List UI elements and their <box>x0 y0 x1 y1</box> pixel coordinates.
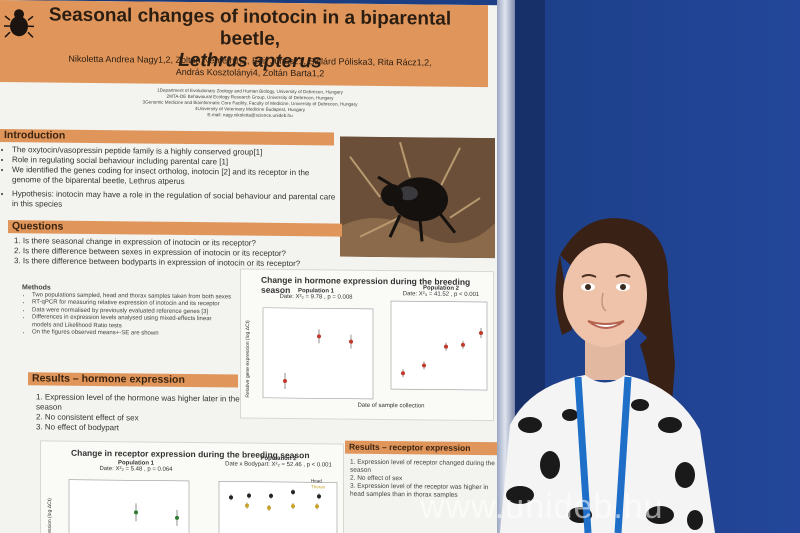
results-hormone-list: 1. Expression level of the hormone was h… <box>36 392 241 434</box>
hormone-pop1-point-1 <box>283 378 287 383</box>
receptor-pop1-point-2 <box>175 515 179 520</box>
receptor-pop1-stat: Date: X²₂ = 5.48 , p = 0.064 <box>99 466 173 473</box>
hormone-pop2-plot-area <box>390 300 488 391</box>
hormone-pop1-point-2 <box>317 334 321 339</box>
poster-title-banner: Seasonal changes of inotocin in a bipare… <box>0 0 488 88</box>
results-receptor-heading: Results – receptor expression <box>345 440 500 456</box>
beetle-photo <box>340 136 495 259</box>
receptor-pop2-header: Population 2 Date x Bodypart: X²₂ = 52.4… <box>216 455 341 469</box>
receptor-legend-head: Head <box>311 478 322 483</box>
results-hormone-heading: Results – hormone expression <box>28 372 238 388</box>
receptor-pop1-plot-area <box>68 479 190 533</box>
intro-item-4: Hypothesis: inotocin may have a role in … <box>12 189 338 212</box>
receptor-pop1-header: Population 1 Date: X²₂ = 5.48 , p = 0.06… <box>81 460 191 473</box>
hormone-pop2-point-1 <box>401 371 405 376</box>
hormone-pop2-point-5 <box>479 331 483 336</box>
results-hormone-3: 3. No effect of bodypart <box>36 422 120 433</box>
receptor-legend-thorax: Thorax <box>311 484 326 489</box>
affiliations: 1Department of Evolutionary Zoology and … <box>110 87 390 120</box>
results-hormone-1: 1. Expression level of the hormone was h… <box>36 392 240 412</box>
hormone-pop2-point-4 <box>461 342 465 347</box>
receptor-pop2-stat: Date x Bodypart: X²₂ = 52.46 , p < 0.001 <box>225 461 332 469</box>
receptor-pop2-head-3 <box>269 493 273 498</box>
results-receptor-1: 1. Expression level of receptor changed … <box>350 458 495 474</box>
receptor-pop2-thorax-4 <box>315 504 319 509</box>
receptor-pop2-thorax-2 <box>267 505 271 510</box>
scientific-poster: Seasonal changes of inotocin in a bipare… <box>0 0 500 533</box>
receptor-pop2-head-2 <box>247 493 251 498</box>
hormone-chart-panel: Change in hormone expression during the … <box>240 268 494 422</box>
hormone-pop1-plot-area <box>262 307 374 400</box>
receptor-pop2-head-4 <box>291 490 295 495</box>
hormone-xlabel: Date of sample collection <box>357 402 425 410</box>
hormone-pop1-point-3 <box>349 339 353 344</box>
questions-heading: Questions <box>8 220 342 237</box>
beetle-logo-icon <box>4 9 34 38</box>
receptor-pop2-head-5 <box>317 494 321 499</box>
presenter-person <box>500 218 715 533</box>
watermark-text: www.unideb.hu <box>420 488 664 526</box>
receptor-pop2-thorax-1 <box>245 503 249 508</box>
hormone-pop2-point-3 <box>444 344 448 349</box>
questions-list: 1. Is there seasonal change in expressio… <box>14 236 344 269</box>
hormone-pop2-point-2 <box>422 363 426 368</box>
receptor-chart-panel: Change in receptor expression during the… <box>40 440 344 533</box>
beetle-photo-image <box>340 136 495 259</box>
intro-text: The oxytocin/vasopressin peptide family … <box>2 145 338 213</box>
hormone-ylabel: Relative gene expression (log ΔCt) <box>245 320 251 398</box>
methods-section: Methods Two populations sampled, head an… <box>22 284 232 339</box>
intro-item-3: We identified the genes coding for insec… <box>12 165 338 188</box>
hormone-chart-svg: Relative gene expression (log ΔCt) <box>245 300 488 400</box>
intro-heading: Introduction <box>0 129 334 146</box>
receptor-ylabel: expression (log ΔCt) <box>47 498 53 533</box>
poster-title-line1: Seasonal changes of inotocin in a bipare… <box>48 4 452 50</box>
receptor-pop2-head-1 <box>229 495 233 500</box>
question-3: 3. Is there difference between bodyparts… <box>14 256 301 269</box>
board-frame-edge <box>497 0 515 533</box>
receptor-pop1-point-1 <box>134 510 138 515</box>
methods-item-5: On the figures observed means+-SE are sh… <box>32 329 232 339</box>
receptor-pop2-thorax-3 <box>291 504 295 509</box>
poster-authors: Nikoletta Andrea Nagy1,2, Zoltán Németh1… <box>30 52 470 81</box>
